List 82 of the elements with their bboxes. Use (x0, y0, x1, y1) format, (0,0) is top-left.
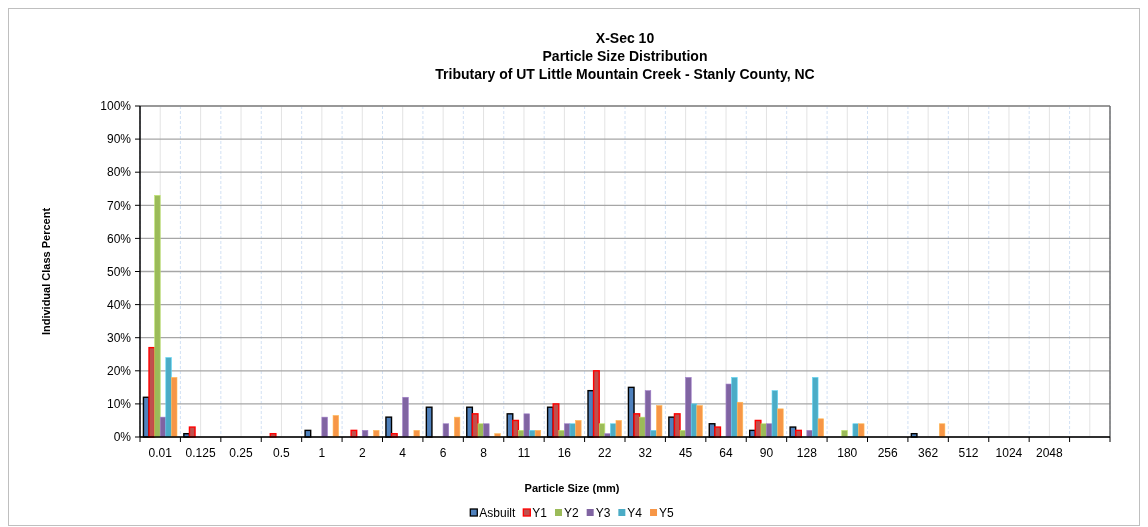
bar (575, 420, 582, 438)
x-tick-label: 45 (678, 446, 693, 461)
y-axis-title: Individual Class Percent (40, 207, 52, 336)
x-tick-label: 6 (439, 446, 447, 461)
x-tick-label: 8 (480, 446, 488, 461)
bar (523, 413, 530, 438)
bar (615, 420, 622, 438)
bar (402, 396, 409, 438)
chart-title: X-Sec 10 Particle Size Distribution Tributary of UT Little Mountain Creek - Stanly County, NC (435, 30, 815, 82)
legend-label: Y4 (627, 506, 643, 521)
bar (685, 377, 692, 438)
x-tick-label: 16 (557, 446, 572, 461)
bar (696, 405, 703, 438)
y-tick-label: 50% (106, 264, 132, 279)
bar (552, 403, 560, 438)
y-tick-label: 0% (113, 430, 132, 445)
legend-label: Y3 (595, 506, 611, 521)
y-tick-label: 10% (106, 397, 132, 412)
x-tick-label: 0.125 (185, 446, 216, 461)
y-tick-label: 70% (106, 198, 132, 213)
legend-label: Asbuilt (479, 506, 516, 521)
bar (188, 426, 196, 438)
y-tick-label: 80% (106, 165, 132, 180)
bar (939, 423, 946, 438)
y-tick-label: 20% (106, 364, 132, 378)
legend-label: Y1 (532, 506, 548, 521)
bar (413, 430, 420, 438)
bar (771, 390, 778, 438)
y-tick-label: 30% (106, 330, 132, 345)
y-tick-label: 60% (106, 231, 132, 246)
x-tick-label: 256 (877, 446, 899, 461)
bar (656, 405, 663, 438)
x-tick-label: 128 (796, 446, 818, 461)
x-tick-label: 22 (598, 446, 612, 461)
x-tick-label: 0.5 (273, 446, 291, 461)
bar (373, 430, 380, 438)
y-tick-label: 100% (100, 99, 132, 114)
x-tick-label: 1024 (995, 446, 1023, 461)
bar (442, 423, 450, 438)
bar (592, 370, 600, 438)
bar (454, 416, 461, 438)
bar (760, 423, 767, 438)
x-tick-label: 90 (759, 446, 774, 461)
x-tick-label: 32 (638, 446, 653, 461)
x-tick-label: 2 (358, 446, 366, 461)
x-axis-title: Particle Size (mm) (524, 482, 620, 494)
bar (483, 423, 490, 438)
bar (812, 377, 819, 438)
bar (477, 423, 484, 438)
legend-label: Y5 (659, 506, 675, 521)
bar (321, 416, 328, 438)
bar (644, 390, 652, 438)
bar (165, 357, 172, 438)
bar (777, 408, 784, 438)
bar (714, 426, 722, 438)
x-tick-label: 512 (958, 446, 979, 461)
bar (858, 423, 865, 438)
y-tick-label: 90% (106, 132, 132, 147)
y-tick-label: 40% (106, 297, 132, 312)
bar (154, 195, 161, 438)
x-tick-label: 11 (517, 446, 531, 461)
bar (332, 415, 339, 438)
x-tick-label: 362 (918, 446, 939, 461)
bar (534, 430, 542, 438)
bar (841, 430, 848, 438)
x-tick-label: 180 (837, 446, 858, 461)
bar (736, 401, 744, 438)
bar (361, 430, 369, 438)
bar (569, 423, 576, 438)
bar (817, 418, 824, 438)
x-tick-label: 1 (318, 446, 326, 461)
x-tick-label: 4 (399, 446, 407, 461)
bar (725, 383, 732, 438)
x-tick-label: 0.01 (148, 446, 173, 461)
x-tick-label: 64 (719, 446, 734, 461)
bar (852, 423, 859, 438)
bar (171, 377, 178, 438)
bar (639, 416, 646, 438)
x-tick-label: 2048 (1036, 446, 1064, 461)
bar (731, 377, 738, 438)
x-tick-label: 0.25 (229, 446, 254, 461)
legend-label: Y2 (563, 506, 579, 521)
